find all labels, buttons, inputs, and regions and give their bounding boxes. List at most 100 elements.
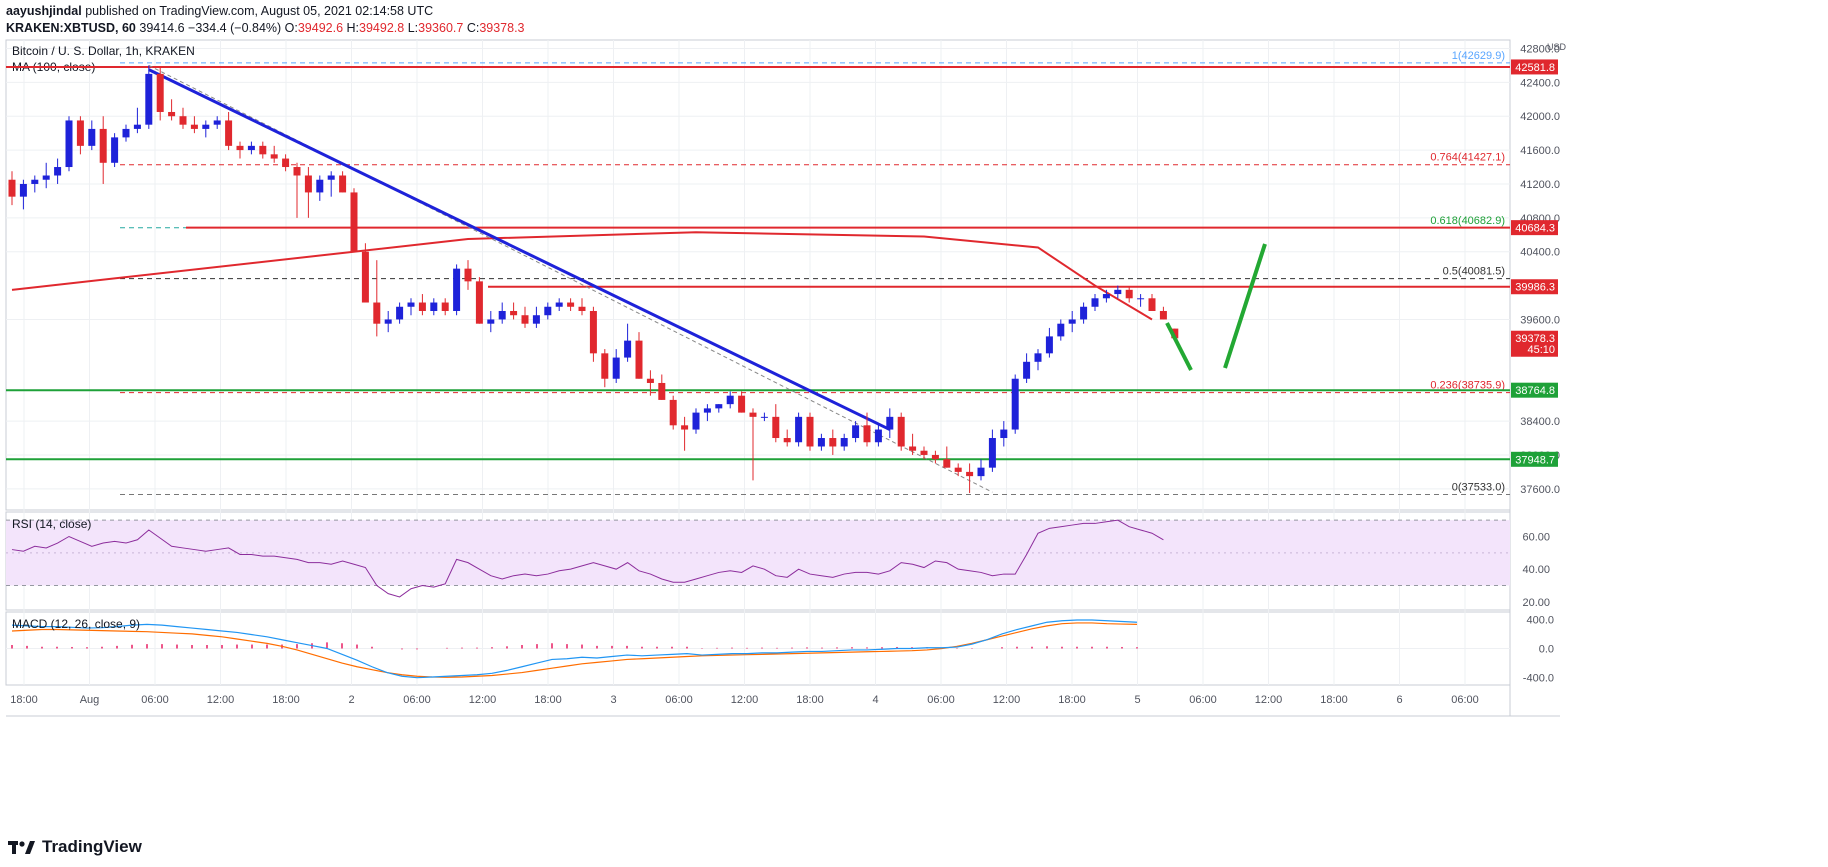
time-axis-tick-label: 18:00 <box>534 694 562 706</box>
price-axis-tick-label: 37600.0 <box>1520 484 1560 496</box>
publish-text: published on TradingView.com, August 05,… <box>81 4 434 18</box>
time-axis-tick-label: 06:00 <box>665 694 693 706</box>
candle-body <box>1023 361 1031 379</box>
candle-body <box>1057 323 1065 337</box>
close-value: 39378.3 <box>479 21 525 35</box>
time-axis-tick-label: 12:00 <box>469 694 497 706</box>
tradingview-logo[interactable]: TradingView <box>8 837 142 857</box>
time-axis-tick-label: 06:00 <box>403 694 431 706</box>
candle-body <box>202 124 210 129</box>
candle-body <box>293 167 301 176</box>
price-tag-countdown: 45:10 <box>1527 344 1555 356</box>
candle-body <box>760 416 768 418</box>
instrument-legend: Bitcoin / U. S. Dollar, 1h, KRAKEN <box>12 44 195 58</box>
candle-body <box>624 340 632 358</box>
candle-body <box>817 438 825 447</box>
candle-body <box>977 467 985 477</box>
candle-body <box>806 416 814 447</box>
time-axis-tick-label: 18:00 <box>1320 694 1348 706</box>
low-value: 39360.7 <box>418 21 464 35</box>
last-price: 39414.6 <box>139 21 185 35</box>
price-axis-tick-label: 38400.0 <box>1520 416 1560 428</box>
time-axis-tick-label: 6 <box>1396 694 1402 706</box>
price-tag-bg <box>1511 382 1558 398</box>
price-change: −334.4 (−0.84%) <box>188 21 282 35</box>
candle-body <box>418 302 426 311</box>
candle-body <box>795 416 803 443</box>
candle-body <box>646 378 654 383</box>
candle-body <box>361 251 369 303</box>
time-axis-tick-label: 18:00 <box>796 694 824 706</box>
time-axis-tick-label: 4 <box>872 694 878 706</box>
candle-body <box>190 124 198 129</box>
price-tag-label: 40684.3 <box>1515 223 1555 235</box>
price-axis-tick-label: 41200.0 <box>1520 179 1560 191</box>
price-tag-bg <box>1511 451 1558 467</box>
candle-body <box>168 111 176 117</box>
brand-name: TradingView <box>42 837 142 856</box>
candle-body <box>658 382 666 400</box>
macd-legend: MACD (12, 26, close, 9) <box>12 617 140 631</box>
candle-body <box>156 73 164 112</box>
candle-body <box>1080 306 1088 320</box>
candle-body <box>65 120 73 168</box>
macd-axis-label: -400.0 <box>1523 673 1554 685</box>
fib-level-label: 0.618(40682.9) <box>1430 215 1505 227</box>
candle-body <box>42 175 50 180</box>
price-tag: 40684.3 <box>1511 220 1558 236</box>
time-axis-tick-label: 5 <box>1134 694 1140 706</box>
candle-body <box>225 120 233 146</box>
candle-body <box>635 340 643 379</box>
price-pane <box>5 39 1511 511</box>
projection-arrow-up <box>1223 243 1267 369</box>
projection-arrow-down <box>1165 322 1193 371</box>
candle-body <box>122 128 130 138</box>
time-axis-tick-label: 06:00 <box>1189 694 1217 706</box>
time-axis-tick-label: 12:00 <box>1255 694 1283 706</box>
candle-body <box>407 302 415 307</box>
publisher-name[interactable]: aayushjindal <box>6 4 82 18</box>
price-tag-label: 39378.3 <box>1515 333 1555 345</box>
candle-body <box>1068 319 1076 324</box>
symbol-label: KRAKEN:XBTUSD, 60 <box>6 21 136 35</box>
time-axis-tick-label: 2 <box>348 694 354 706</box>
rsi-axis-label: 60.00 <box>1522 532 1550 544</box>
price-axis-tick-label: 42000.0 <box>1520 111 1560 123</box>
price-tag: 37948.7 <box>1511 451 1558 467</box>
price-tag: 39986.3 <box>1511 279 1558 295</box>
close-label: C: <box>466 21 480 35</box>
candle-body <box>475 281 483 324</box>
candle-body <box>1034 353 1042 362</box>
tradingview-logo-icon <box>8 841 35 854</box>
candle-body <box>88 128 96 146</box>
candle-body <box>772 416 780 439</box>
candle-body <box>1102 294 1110 299</box>
candle-body <box>840 438 848 447</box>
candle-body <box>692 412 700 430</box>
candle-body <box>430 302 438 311</box>
price-tag-label: 39986.3 <box>1515 282 1555 294</box>
price-tag: 38764.8 <box>1511 382 1558 398</box>
candle-body <box>304 175 312 193</box>
candle-body <box>966 471 974 477</box>
candle-body <box>1125 289 1133 299</box>
rsi-legend: RSI (14, close) <box>12 517 91 531</box>
bearish-trend-line <box>148 68 891 431</box>
candle-body <box>99 128 107 163</box>
price-axis-tick-label: 41600.0 <box>1520 145 1560 157</box>
time-axis-tick-label: 12:00 <box>207 694 235 706</box>
rsi-axis-label: 40.00 <box>1522 564 1550 576</box>
candle-body <box>1148 298 1156 311</box>
price-tag: 42581.8 <box>1511 59 1558 75</box>
candle-body <box>384 319 392 324</box>
candle-body <box>555 302 563 307</box>
time-axis-tick-label: 12:00 <box>993 694 1021 706</box>
candle-body <box>920 450 928 455</box>
candle-body <box>578 306 586 311</box>
candle-body <box>76 120 84 146</box>
candle-body <box>259 145 267 155</box>
candle-body <box>567 302 575 307</box>
price-tag-bg <box>1511 330 1558 357</box>
rsi-axis-label: 20.00 <box>1522 597 1550 609</box>
